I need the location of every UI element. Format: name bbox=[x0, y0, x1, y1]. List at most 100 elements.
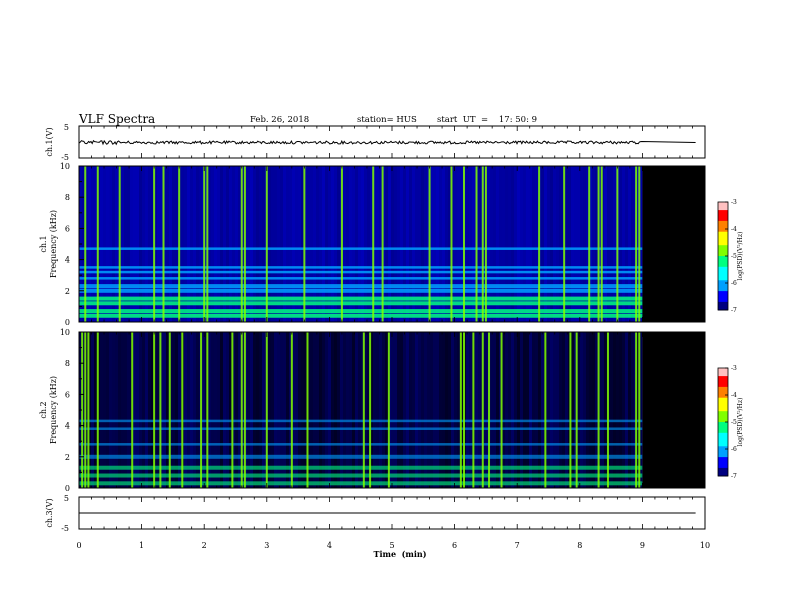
colorbar-segment bbox=[718, 427, 728, 431]
spectrogram-noise-column bbox=[436, 332, 439, 488]
spectrogram-noise-column bbox=[163, 332, 166, 488]
spectrogram-noise-column bbox=[154, 166, 157, 322]
spectrogram-noise-column bbox=[619, 332, 622, 488]
frequency-tick-label: 0 bbox=[65, 484, 70, 493]
spectrogram-noise-column bbox=[424, 166, 427, 322]
spectrogram-noise-column bbox=[586, 166, 589, 322]
spectrogram-noise-column bbox=[385, 166, 388, 322]
spectrogram-noise-column bbox=[613, 332, 616, 488]
spectrogram-noise-column bbox=[151, 166, 154, 322]
ch1-spectrogram-ylabel-frequency: Frequency (kHz) bbox=[49, 210, 58, 278]
colorbar-segment bbox=[718, 389, 728, 393]
spectrogram-noise-column bbox=[532, 332, 535, 488]
spectrogram-noise-column bbox=[139, 332, 142, 488]
spectrogram-noise-column bbox=[412, 166, 415, 322]
spectrogram-noise-column bbox=[553, 166, 556, 322]
colorbar-segment bbox=[718, 465, 728, 469]
spectrogram-noise-column bbox=[214, 166, 217, 322]
colorbar-segment bbox=[718, 462, 728, 466]
colorbar-segment bbox=[718, 373, 728, 377]
colorbar-segment bbox=[718, 413, 728, 418]
colorbar-tick-label: -3 bbox=[731, 199, 737, 206]
spectrogram-noise-column bbox=[235, 166, 238, 322]
spectrogram-noise-column bbox=[166, 166, 169, 322]
time-tick-label: 3 bbox=[264, 541, 269, 550]
spectrogram-burst-line bbox=[563, 166, 566, 322]
spectrogram-noise-column bbox=[220, 332, 223, 488]
spectrogram-frequency-band bbox=[79, 284, 643, 289]
colorbar-segment bbox=[718, 392, 728, 396]
spectrogram-noise-column bbox=[82, 166, 85, 322]
frequency-tick-label: 0 bbox=[65, 318, 70, 327]
spectrogram-noise-column bbox=[136, 332, 139, 488]
spectrogram-noise-column bbox=[400, 332, 403, 488]
colorbar-segment bbox=[718, 288, 728, 292]
spectrogram-burst-line bbox=[616, 166, 619, 322]
colorbar-segment bbox=[718, 234, 728, 238]
spectrogram-noise-column bbox=[181, 166, 184, 322]
spectrogram-noise-column bbox=[127, 332, 130, 488]
spectrogram-noise-column bbox=[94, 166, 97, 322]
colorbar-segment bbox=[718, 204, 728, 208]
colorbar-segment bbox=[718, 239, 728, 243]
spectrogram-noise-column bbox=[529, 332, 532, 488]
spectrogram-burst-line bbox=[575, 332, 578, 488]
spectrogram-noise-column bbox=[130, 166, 133, 322]
spectrogram-noise-column bbox=[448, 166, 451, 322]
spectrogram-noise-column bbox=[121, 332, 124, 488]
spectrogram-noise-column bbox=[376, 332, 379, 488]
colorbar-segment bbox=[718, 422, 728, 426]
colorbar-segment bbox=[718, 215, 728, 219]
colorbar-segment bbox=[718, 368, 728, 372]
colorbar-segment bbox=[718, 411, 728, 415]
colorbar-segment bbox=[718, 280, 728, 284]
colorbar-segment bbox=[718, 397, 728, 401]
spectrogram-noise-column bbox=[115, 166, 118, 322]
spectrogram-noise-column bbox=[319, 166, 322, 322]
spectrogram-noise-column bbox=[430, 166, 433, 322]
ch1-waveform-ylabel: ch.1(V) bbox=[45, 127, 54, 156]
spectrogram-noise-column bbox=[259, 166, 262, 322]
spectrogram-noise-column bbox=[559, 166, 562, 322]
spectrogram-noise-column bbox=[514, 332, 517, 488]
spectrogram-noise-column bbox=[544, 166, 547, 322]
ch3-waveform-ylabel: ch.3(V) bbox=[45, 498, 54, 527]
spectrogram-noise-column bbox=[370, 332, 373, 488]
spectrogram-noise-column bbox=[280, 166, 283, 322]
colorbar-segment bbox=[718, 451, 728, 455]
spectrogram-noise-column bbox=[595, 166, 598, 322]
spectrogram-burst-line bbox=[369, 332, 372, 488]
spectrogram-noise-column bbox=[259, 332, 262, 488]
spectrogram-noise-column bbox=[577, 332, 580, 488]
spectrogram-noise-column bbox=[328, 166, 331, 322]
colorbar-segment bbox=[718, 438, 728, 442]
colorbar-tick-label: -4 bbox=[731, 226, 737, 233]
colorbar-segment bbox=[718, 253, 728, 257]
colorbar-segment bbox=[718, 218, 728, 222]
spectrogram-burst-line bbox=[638, 332, 641, 488]
spectrogram-frequency-band bbox=[79, 266, 643, 269]
spectrogram-noise-column bbox=[160, 166, 163, 322]
spectrogram-noise-column bbox=[109, 332, 112, 488]
spectrogram-burst-line bbox=[475, 166, 478, 322]
colorbar-segment bbox=[718, 258, 728, 262]
spectrogram-noise-column bbox=[553, 332, 556, 488]
spectrogram-noise-column bbox=[373, 166, 376, 322]
colorbar-segment bbox=[718, 231, 728, 235]
spectrogram-noise-column bbox=[394, 166, 397, 322]
colorbar-segment bbox=[718, 449, 728, 453]
time-tick-label: 0 bbox=[76, 541, 81, 550]
spectrogram-noise-column bbox=[532, 166, 535, 322]
spectrogram-noise-column bbox=[154, 332, 157, 488]
spectrogram-frequency-band bbox=[79, 481, 643, 486]
spectrogram-noise-column bbox=[271, 332, 274, 488]
spectrogram-burst-line bbox=[84, 332, 87, 488]
spectrogram-frequency-band bbox=[79, 296, 643, 301]
spectrogram-noise-column bbox=[262, 332, 265, 488]
spectrogram-noise-column bbox=[571, 332, 574, 488]
spectrogram-noise-column bbox=[505, 166, 508, 322]
spectrogram-frequency-band bbox=[79, 465, 643, 470]
spectrogram-noise-column bbox=[337, 166, 340, 322]
spectrogram-noise-column bbox=[295, 332, 298, 488]
